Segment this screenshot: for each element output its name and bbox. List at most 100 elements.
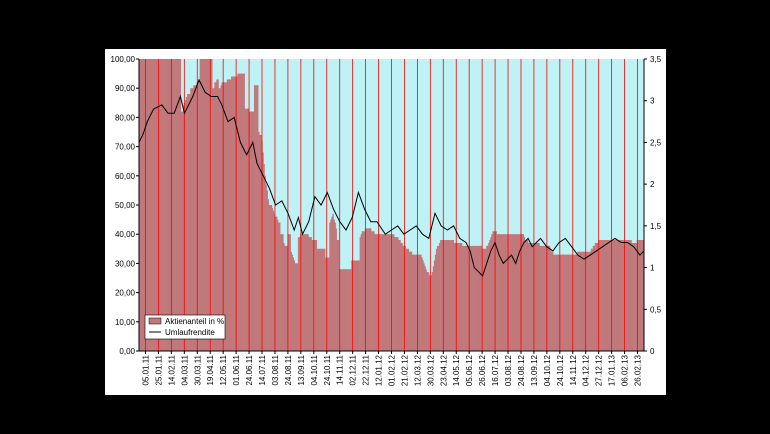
bar xyxy=(381,234,383,351)
bar xyxy=(334,222,336,351)
bar xyxy=(412,254,415,351)
bar xyxy=(232,76,234,351)
bar xyxy=(608,240,610,351)
x-axis-tick-label: 14.07.11 xyxy=(258,354,267,385)
bar xyxy=(560,254,562,351)
bar xyxy=(400,242,402,351)
bar xyxy=(211,59,213,351)
left-axis-tick-label: 100,00 xyxy=(111,55,136,64)
bar xyxy=(201,59,204,351)
bar xyxy=(556,254,558,351)
bar xyxy=(384,234,387,351)
bar xyxy=(143,59,145,351)
legend: Aktienanteil in % Umlaufrendite xyxy=(144,314,226,340)
chart-frame: 0,00 10,00 20,00 30,00 40,00 50,00 60,00 70,00 8… xyxy=(105,49,666,395)
x-axis-tick-label: 12.03.12 xyxy=(413,354,422,386)
bar xyxy=(351,260,353,351)
bar xyxy=(610,240,612,351)
bar xyxy=(532,242,534,351)
bar xyxy=(453,242,456,351)
bar xyxy=(249,111,252,351)
bar xyxy=(181,111,184,351)
bar xyxy=(292,257,295,351)
bar xyxy=(436,245,439,351)
bar xyxy=(314,240,316,351)
bar xyxy=(155,59,158,351)
bar xyxy=(221,82,223,352)
bar xyxy=(635,242,637,351)
bar xyxy=(592,245,595,351)
bar xyxy=(374,234,376,351)
bar xyxy=(164,59,166,351)
bar xyxy=(342,269,345,351)
bar xyxy=(410,251,413,351)
bar xyxy=(213,88,215,351)
bar xyxy=(489,240,491,351)
bar xyxy=(433,260,436,351)
bar xyxy=(257,85,259,351)
x-axis-tick-label: 04.10.11 xyxy=(310,354,319,385)
bar xyxy=(501,234,504,351)
bar xyxy=(216,79,218,351)
x-axis-tick-label: 25.01.11 xyxy=(154,354,163,385)
left-axis-tick-label: 50,00 xyxy=(115,201,136,210)
x-axis-tick-label: 16.07.12 xyxy=(491,354,500,386)
bar xyxy=(435,248,438,351)
bar xyxy=(619,240,622,351)
bar xyxy=(497,234,499,351)
bar xyxy=(165,59,167,351)
x-axis-ticks: 05.01.11 25.01.11 14.02.11 04.03.11 30.03.11… xyxy=(141,351,643,386)
bar xyxy=(240,73,242,351)
bar xyxy=(625,240,627,351)
bar xyxy=(604,240,606,351)
bar xyxy=(588,251,590,351)
bar xyxy=(546,245,549,351)
bar xyxy=(392,234,394,351)
bar xyxy=(639,240,642,351)
right-axis-tick-label: 0 xyxy=(650,347,655,356)
x-axis-tick-label: 24.10.12 xyxy=(556,354,565,386)
bar xyxy=(205,59,208,351)
bar xyxy=(154,59,157,351)
bar xyxy=(404,245,406,351)
bar xyxy=(547,245,550,351)
x-axis-tick-label: 21.02.12 xyxy=(400,354,409,386)
x-axis-tick-label: 03.08.12 xyxy=(504,354,513,386)
bar xyxy=(306,234,308,351)
bar xyxy=(359,237,361,351)
x-axis-tick-label: 06.02.13 xyxy=(621,354,630,386)
bar xyxy=(638,240,641,351)
bar xyxy=(386,234,389,351)
bar xyxy=(515,234,517,351)
bar xyxy=(402,245,404,351)
bar xyxy=(595,242,598,351)
bar xyxy=(185,99,187,351)
bar xyxy=(594,242,597,351)
bar xyxy=(369,228,371,351)
bar xyxy=(589,251,591,351)
bar xyxy=(628,240,630,351)
bar xyxy=(462,245,464,351)
bar xyxy=(294,263,297,351)
bar xyxy=(339,269,342,351)
bar xyxy=(541,245,543,351)
bar xyxy=(167,59,169,351)
bar xyxy=(361,231,364,351)
right-axis-tick-label: 0,5 xyxy=(650,305,662,314)
bar xyxy=(600,240,602,351)
bar xyxy=(159,59,162,351)
bar xyxy=(220,85,222,351)
bar xyxy=(275,216,278,351)
bar xyxy=(370,228,372,351)
bar xyxy=(336,240,338,351)
bar xyxy=(309,237,311,351)
x-axis-tick-label: 30.03.12 xyxy=(426,354,435,386)
bar xyxy=(376,234,378,351)
bar xyxy=(486,245,488,351)
bar xyxy=(427,272,429,351)
bar xyxy=(263,164,265,351)
bar xyxy=(567,254,570,351)
bar xyxy=(259,134,261,351)
bar xyxy=(490,237,492,351)
bar xyxy=(280,234,282,351)
